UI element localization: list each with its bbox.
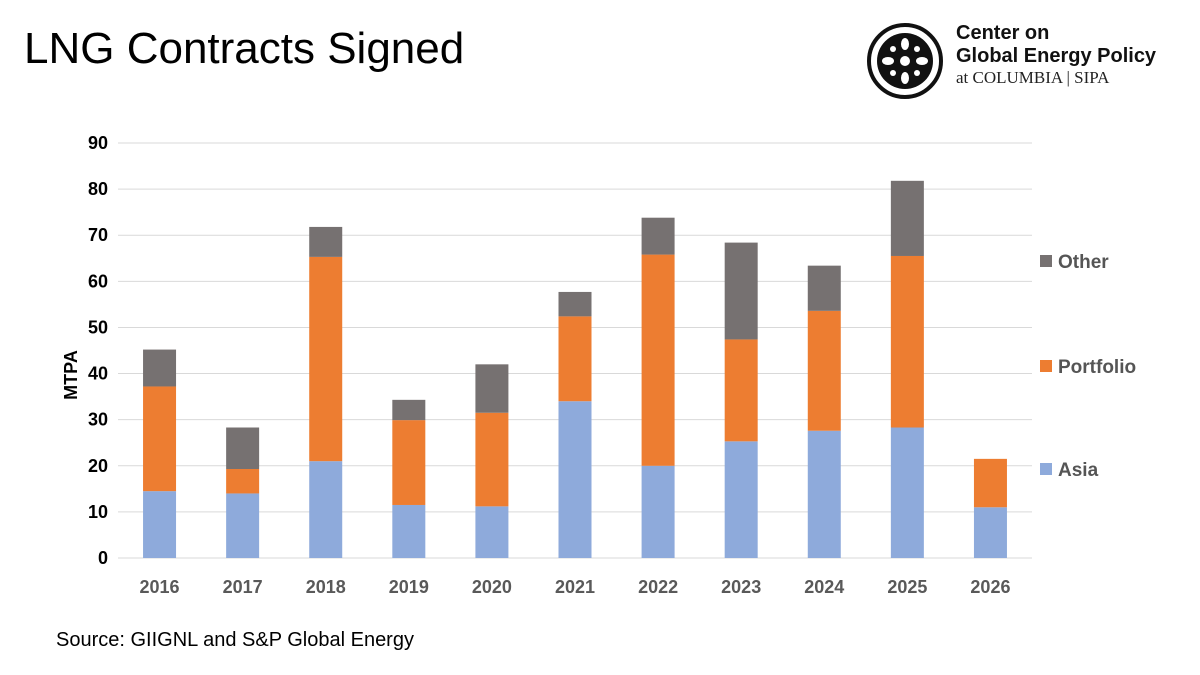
logo-line-3: at COLUMBIA | SIPA — [956, 68, 1110, 87]
bar-portfolio-2023 — [724, 339, 758, 442]
bar-asia-2016 — [143, 491, 177, 558]
y-tick-label: 90 — [88, 133, 108, 153]
x-tick-labels: 2016 2017 2018 2019 2020 2021 2022 2023 2024 2025… — [140, 577, 1011, 597]
bar-other-2019 — [392, 399, 426, 421]
bars — [143, 180, 1007, 558]
bar-other-2025 — [890, 180, 924, 256]
bar-portfolio-2019 — [392, 420, 426, 505]
bar-other-2020 — [475, 364, 509, 413]
x-tick-label: 2026 — [970, 577, 1010, 597]
bar-portfolio-2026 — [973, 458, 1007, 508]
source-note: Source: GIIGNL and S&P Global Energy — [56, 629, 414, 651]
stacked-bar-chart: 0 10 20 30 40 50 60 70 80 90 2016 2017 2018 2019 2020… — [61, 133, 1032, 597]
y-tick-label: 80 — [88, 179, 108, 199]
bar-other-2016 — [143, 349, 177, 387]
legend-item-other: Other — [1040, 252, 1109, 274]
y-tick-label: 0 — [98, 548, 108, 568]
bar-asia-2026 — [973, 507, 1007, 558]
x-tick-label: 2025 — [887, 577, 927, 597]
y-tick-label: 60 — [88, 271, 108, 291]
bar-asia-2018 — [309, 461, 343, 558]
y-tick-label: 20 — [88, 456, 108, 476]
bar-asia-2017 — [226, 493, 260, 558]
page-title: LNG Contracts Signed — [24, 24, 465, 73]
bar-other-2021 — [558, 291, 592, 317]
bar-asia-2022 — [641, 465, 675, 558]
bar-portfolio-2025 — [890, 255, 924, 428]
x-tick-label: 2016 — [140, 577, 180, 597]
bar-portfolio-2017 — [226, 469, 260, 494]
legend-swatch — [1040, 462, 1052, 475]
y-tick-label: 70 — [88, 225, 108, 245]
x-tick-label: 2017 — [223, 577, 263, 597]
bar-asia-2020 — [475, 506, 509, 558]
x-tick-label: 2023 — [721, 577, 761, 597]
bar-other-2022 — [641, 217, 675, 255]
bar-portfolio-2018 — [309, 256, 343, 462]
bar-other-2023 — [724, 242, 758, 340]
legend-item-portfolio: Portfolio — [1040, 357, 1136, 379]
logo: Center on Global Energy Policy at COLUMB… — [866, 22, 1176, 100]
legend-swatch — [1040, 254, 1052, 267]
x-tick-label: 2024 — [804, 577, 844, 597]
logo-line-1: Center on — [956, 22, 1050, 44]
bar-portfolio-2020 — [475, 412, 509, 507]
bar-portfolio-2021 — [558, 316, 592, 402]
y-tick-label: 40 — [88, 364, 108, 384]
x-tick-label: 2019 — [389, 577, 429, 597]
bar-asia-2023 — [724, 441, 758, 558]
bar-portfolio-2022 — [641, 254, 675, 466]
legend-label: Other — [1058, 252, 1109, 273]
bar-other-2017 — [226, 427, 260, 470]
logo-line-2: Global Energy Policy — [956, 45, 1157, 67]
legend-swatch — [1040, 359, 1052, 372]
y-tick-label: 10 — [88, 502, 108, 522]
x-tick-label: 2021 — [555, 577, 595, 597]
bar-portfolio-2024 — [807, 310, 841, 431]
bar-asia-2019 — [392, 504, 426, 558]
bar-portfolio-2016 — [143, 386, 177, 492]
y-axis-label: MTPA — [61, 350, 81, 400]
bar-asia-2021 — [558, 401, 592, 558]
y-tick-label: 50 — [88, 317, 108, 337]
y-tick-labels: 0 10 20 30 40 50 60 70 80 90 — [88, 133, 108, 568]
x-tick-label: 2018 — [306, 577, 346, 597]
legend-label: Asia — [1058, 460, 1099, 481]
bar-asia-2024 — [807, 430, 841, 558]
y-tick-label: 30 — [88, 410, 108, 430]
x-tick-label: 2022 — [638, 577, 678, 597]
legend-label: Portfolio — [1058, 357, 1137, 378]
legend-item-asia: Asia — [1040, 460, 1098, 482]
bar-other-2018 — [309, 226, 343, 257]
x-tick-label: 2020 — [472, 577, 512, 597]
bar-asia-2025 — [890, 427, 924, 558]
globe-seal-icon — [867, 23, 943, 99]
bar-other-2024 — [807, 265, 841, 311]
